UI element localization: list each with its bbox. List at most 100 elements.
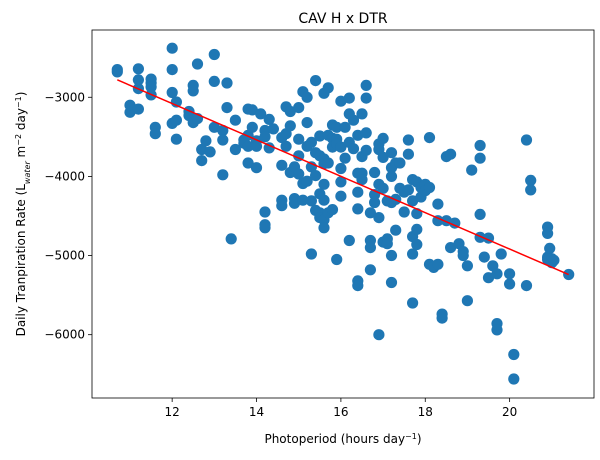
data-point (411, 238, 423, 251)
data-point (373, 329, 385, 341)
data-point (200, 135, 212, 147)
data-point (293, 168, 305, 180)
data-point (242, 157, 254, 169)
data-point (318, 178, 330, 190)
data-point (364, 242, 376, 254)
data-point (335, 95, 347, 107)
data-point (305, 248, 317, 260)
data-point (432, 258, 444, 270)
data-point (461, 260, 473, 272)
data-point (432, 198, 444, 210)
data-point (520, 134, 533, 146)
data-point (411, 223, 423, 235)
data-point (196, 155, 208, 167)
data-point (221, 102, 233, 114)
data-point (314, 130, 326, 142)
data-point (369, 166, 381, 179)
data-point (132, 74, 144, 86)
data-point (196, 143, 208, 156)
data-point (301, 175, 313, 187)
chart-title: CAV H x DTR (298, 11, 388, 27)
data-point (166, 42, 178, 54)
data-point (217, 124, 229, 137)
data-point (170, 114, 182, 126)
data-point (402, 134, 414, 146)
data-point (474, 139, 486, 152)
data-point (508, 373, 520, 385)
data-point (495, 248, 507, 260)
data-point (225, 233, 237, 245)
data-point (347, 143, 360, 155)
data-point (385, 147, 398, 159)
x-tick-label: 12 (165, 405, 180, 419)
data-point (276, 159, 288, 171)
data-point (385, 276, 398, 289)
data-point (301, 91, 313, 103)
data-point (339, 121, 351, 133)
data-point (352, 280, 364, 292)
data-point (250, 162, 263, 174)
data-point (280, 140, 292, 152)
data-point (259, 131, 271, 143)
data-point (508, 348, 520, 361)
data-point (111, 66, 123, 78)
data-point (445, 148, 457, 160)
data-point (124, 106, 136, 118)
data-point (284, 105, 296, 118)
trend-line (117, 79, 569, 276)
x-axis: 12 14 16 18 20 (165, 398, 517, 419)
data-point (246, 121, 258, 133)
data-point (398, 206, 410, 218)
data-point (288, 197, 301, 209)
data-point (204, 146, 216, 158)
data-point (482, 272, 495, 284)
data-point (187, 85, 199, 97)
plot-frame (91, 29, 595, 399)
data-point (432, 215, 444, 227)
data-point (347, 114, 360, 126)
data-point (504, 278, 516, 290)
data-point (318, 222, 330, 234)
trend-line-group (117, 79, 569, 276)
data-point (478, 251, 490, 263)
data-point (544, 242, 556, 254)
x-tick-label: 16 (333, 405, 348, 419)
data-point (402, 148, 414, 160)
data-point (335, 162, 347, 175)
data-point (297, 194, 309, 206)
data-point (343, 234, 355, 247)
data-point (356, 174, 368, 186)
data-point (132, 103, 144, 115)
data-point (191, 58, 204, 70)
data-point (343, 92, 355, 104)
data-point (208, 121, 220, 133)
data-point (322, 157, 334, 169)
y-tick-label: −4000 (44, 169, 85, 183)
x-tick-label: 18 (418, 405, 433, 419)
data-point (385, 170, 398, 182)
data-point (255, 108, 267, 120)
x-tick-label: 20 (502, 405, 517, 419)
data-point (149, 128, 161, 140)
data-point (377, 151, 389, 163)
data-point (525, 184, 537, 196)
y-tick-label: −5000 (44, 249, 85, 263)
data-point (339, 152, 351, 164)
data-point (542, 227, 554, 239)
data-point (457, 249, 469, 262)
data-point (474, 208, 486, 220)
data-point (208, 48, 220, 61)
data-point (407, 248, 419, 260)
data-point (394, 157, 406, 169)
data-point (360, 144, 372, 156)
data-point (217, 169, 229, 181)
y-axis: −6000 −5000 −4000 −3000 (44, 90, 92, 342)
data-point (491, 268, 503, 280)
data-point (352, 186, 364, 198)
data-point (229, 143, 241, 156)
data-point (166, 64, 178, 76)
data-point (407, 297, 419, 309)
data-point (310, 170, 322, 182)
data-point (504, 268, 516, 280)
